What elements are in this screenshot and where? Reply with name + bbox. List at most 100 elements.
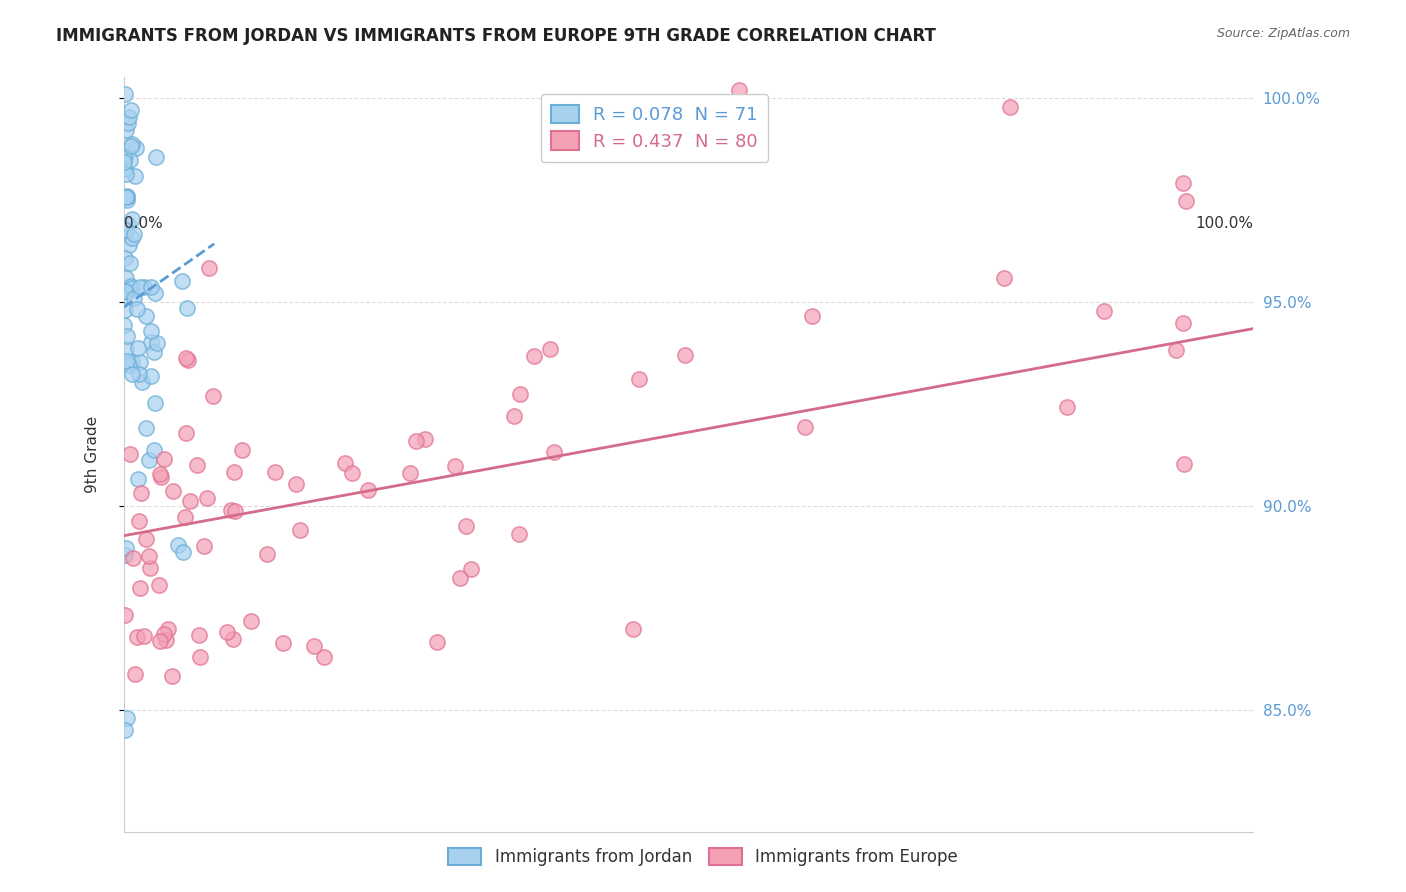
Point [139,335,162,350]
Point [120,279,142,293]
Point [153,451,176,466]
Point [193,539,215,553]
Point [426,635,449,649]
Text: IMMIGRANTS FROM JORDAN VS IMMIGRANTS FROM EUROPE 9TH GRADE CORRELATION CHART: IMMIGRANTS FROM JORDAN VS IMMIGRANTS FRO… [56,27,936,45]
Y-axis label: 9th Grade: 9th Grade [86,417,100,493]
Point [118,237,141,252]
Point [114,87,136,101]
Point [145,150,167,164]
Point [224,503,246,517]
Point [222,632,245,646]
Point [112,154,135,169]
Point [134,629,156,643]
Point [145,285,167,300]
Point [121,354,143,368]
Point [993,271,1015,285]
Point [114,303,136,318]
Point [149,467,172,481]
Point [543,445,565,459]
Point [149,470,172,484]
Point [143,344,166,359]
Point [124,667,146,681]
Point [1173,177,1195,191]
Point [121,231,143,245]
Point [217,624,239,639]
Point [198,260,221,275]
Point [621,622,644,636]
Point [115,271,138,285]
Point [1173,317,1195,331]
Point [195,491,218,505]
Point [162,483,184,498]
Point [508,526,530,541]
Point [222,465,245,479]
Point [114,723,136,738]
Point [121,281,143,295]
Point [128,514,150,528]
Point [288,523,311,537]
Point [115,541,138,555]
Point [115,189,138,203]
Point [1056,401,1078,415]
Point [148,578,170,592]
Point [284,477,307,491]
Point [160,669,183,683]
Point [342,466,364,480]
Point [201,389,224,403]
Point [231,442,253,457]
Point [1000,100,1022,114]
Point [125,141,148,155]
Point [174,351,197,365]
Point [509,387,531,401]
Point [139,280,162,294]
Point [179,494,201,508]
Point [115,167,138,181]
Point [177,353,200,368]
Point [129,486,152,500]
Point [124,227,146,241]
Point [129,355,152,369]
Point [460,562,482,576]
Point [114,190,136,204]
Point [170,274,193,288]
Point [139,369,162,384]
Point [120,103,142,118]
Point [357,483,380,497]
Point [124,169,146,183]
Point [794,420,817,434]
Point [673,348,696,362]
Point [273,636,295,650]
Point [115,285,138,300]
Point [135,310,157,324]
Point [131,375,153,389]
Point [143,396,166,410]
Point [502,409,524,423]
Point [114,223,136,237]
Point [188,628,211,642]
Point [1092,304,1115,318]
Point [117,329,139,343]
Point [135,532,157,546]
Point [128,368,150,382]
Point [239,615,262,629]
Point [114,150,136,164]
Point [413,432,436,446]
Point [138,549,160,563]
Point [127,342,149,356]
Point [1174,194,1197,209]
Point [121,367,143,381]
Point [114,607,136,622]
Point [129,581,152,595]
Point [120,139,142,153]
Point [1166,343,1188,358]
Point [129,279,152,293]
Point [138,453,160,467]
Point [188,650,211,665]
Point [142,443,165,458]
Point [122,291,145,305]
Point [456,519,478,533]
Point [256,547,278,561]
Point [135,421,157,435]
Point [121,211,143,226]
Point [155,633,177,648]
